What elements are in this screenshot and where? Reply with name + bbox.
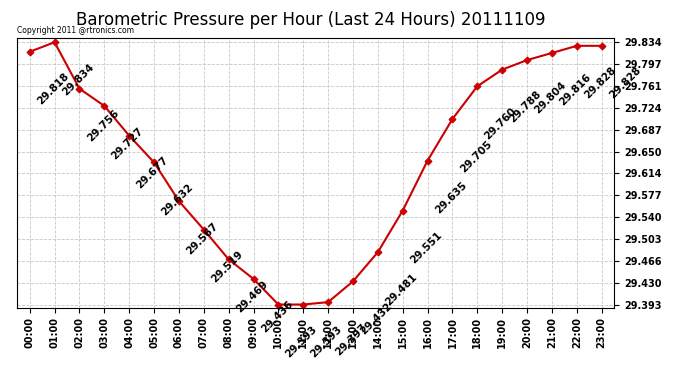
Text: 29.432: 29.432 <box>359 301 394 336</box>
Text: 29.677: 29.677 <box>135 155 170 191</box>
Text: 29.393: 29.393 <box>309 324 344 359</box>
Text: 29.788: 29.788 <box>508 89 543 125</box>
Text: 29.436: 29.436 <box>259 298 295 334</box>
Text: 29.816: 29.816 <box>558 72 593 108</box>
Text: 29.818: 29.818 <box>35 71 70 106</box>
Text: 29.519: 29.519 <box>209 249 245 284</box>
Text: 29.804: 29.804 <box>533 80 568 115</box>
Text: 29.567: 29.567 <box>184 220 220 256</box>
Text: 29.632: 29.632 <box>159 182 195 217</box>
Text: 29.393: 29.393 <box>284 324 319 359</box>
Text: 29.705: 29.705 <box>458 138 493 174</box>
Text: 29.828: 29.828 <box>607 65 642 101</box>
Text: Barometric Pressure per Hour (Last 24 Hours) 20111109: Barometric Pressure per Hour (Last 24 Ho… <box>76 11 545 29</box>
Text: 29.834: 29.834 <box>60 62 96 97</box>
Text: Copyright 2011 @rtronics.com: Copyright 2011 @rtronics.com <box>17 26 135 35</box>
Text: 29.727: 29.727 <box>110 125 146 161</box>
Text: 29.481: 29.481 <box>384 272 419 307</box>
Text: 29.828: 29.828 <box>582 65 618 101</box>
Text: 29.635: 29.635 <box>433 180 469 216</box>
Text: 29.469: 29.469 <box>234 279 270 314</box>
Text: 29.551: 29.551 <box>408 230 444 266</box>
Text: 29.760: 29.760 <box>483 106 518 141</box>
Text: 29.756: 29.756 <box>85 108 121 144</box>
Text: 29.397: 29.397 <box>334 322 369 357</box>
